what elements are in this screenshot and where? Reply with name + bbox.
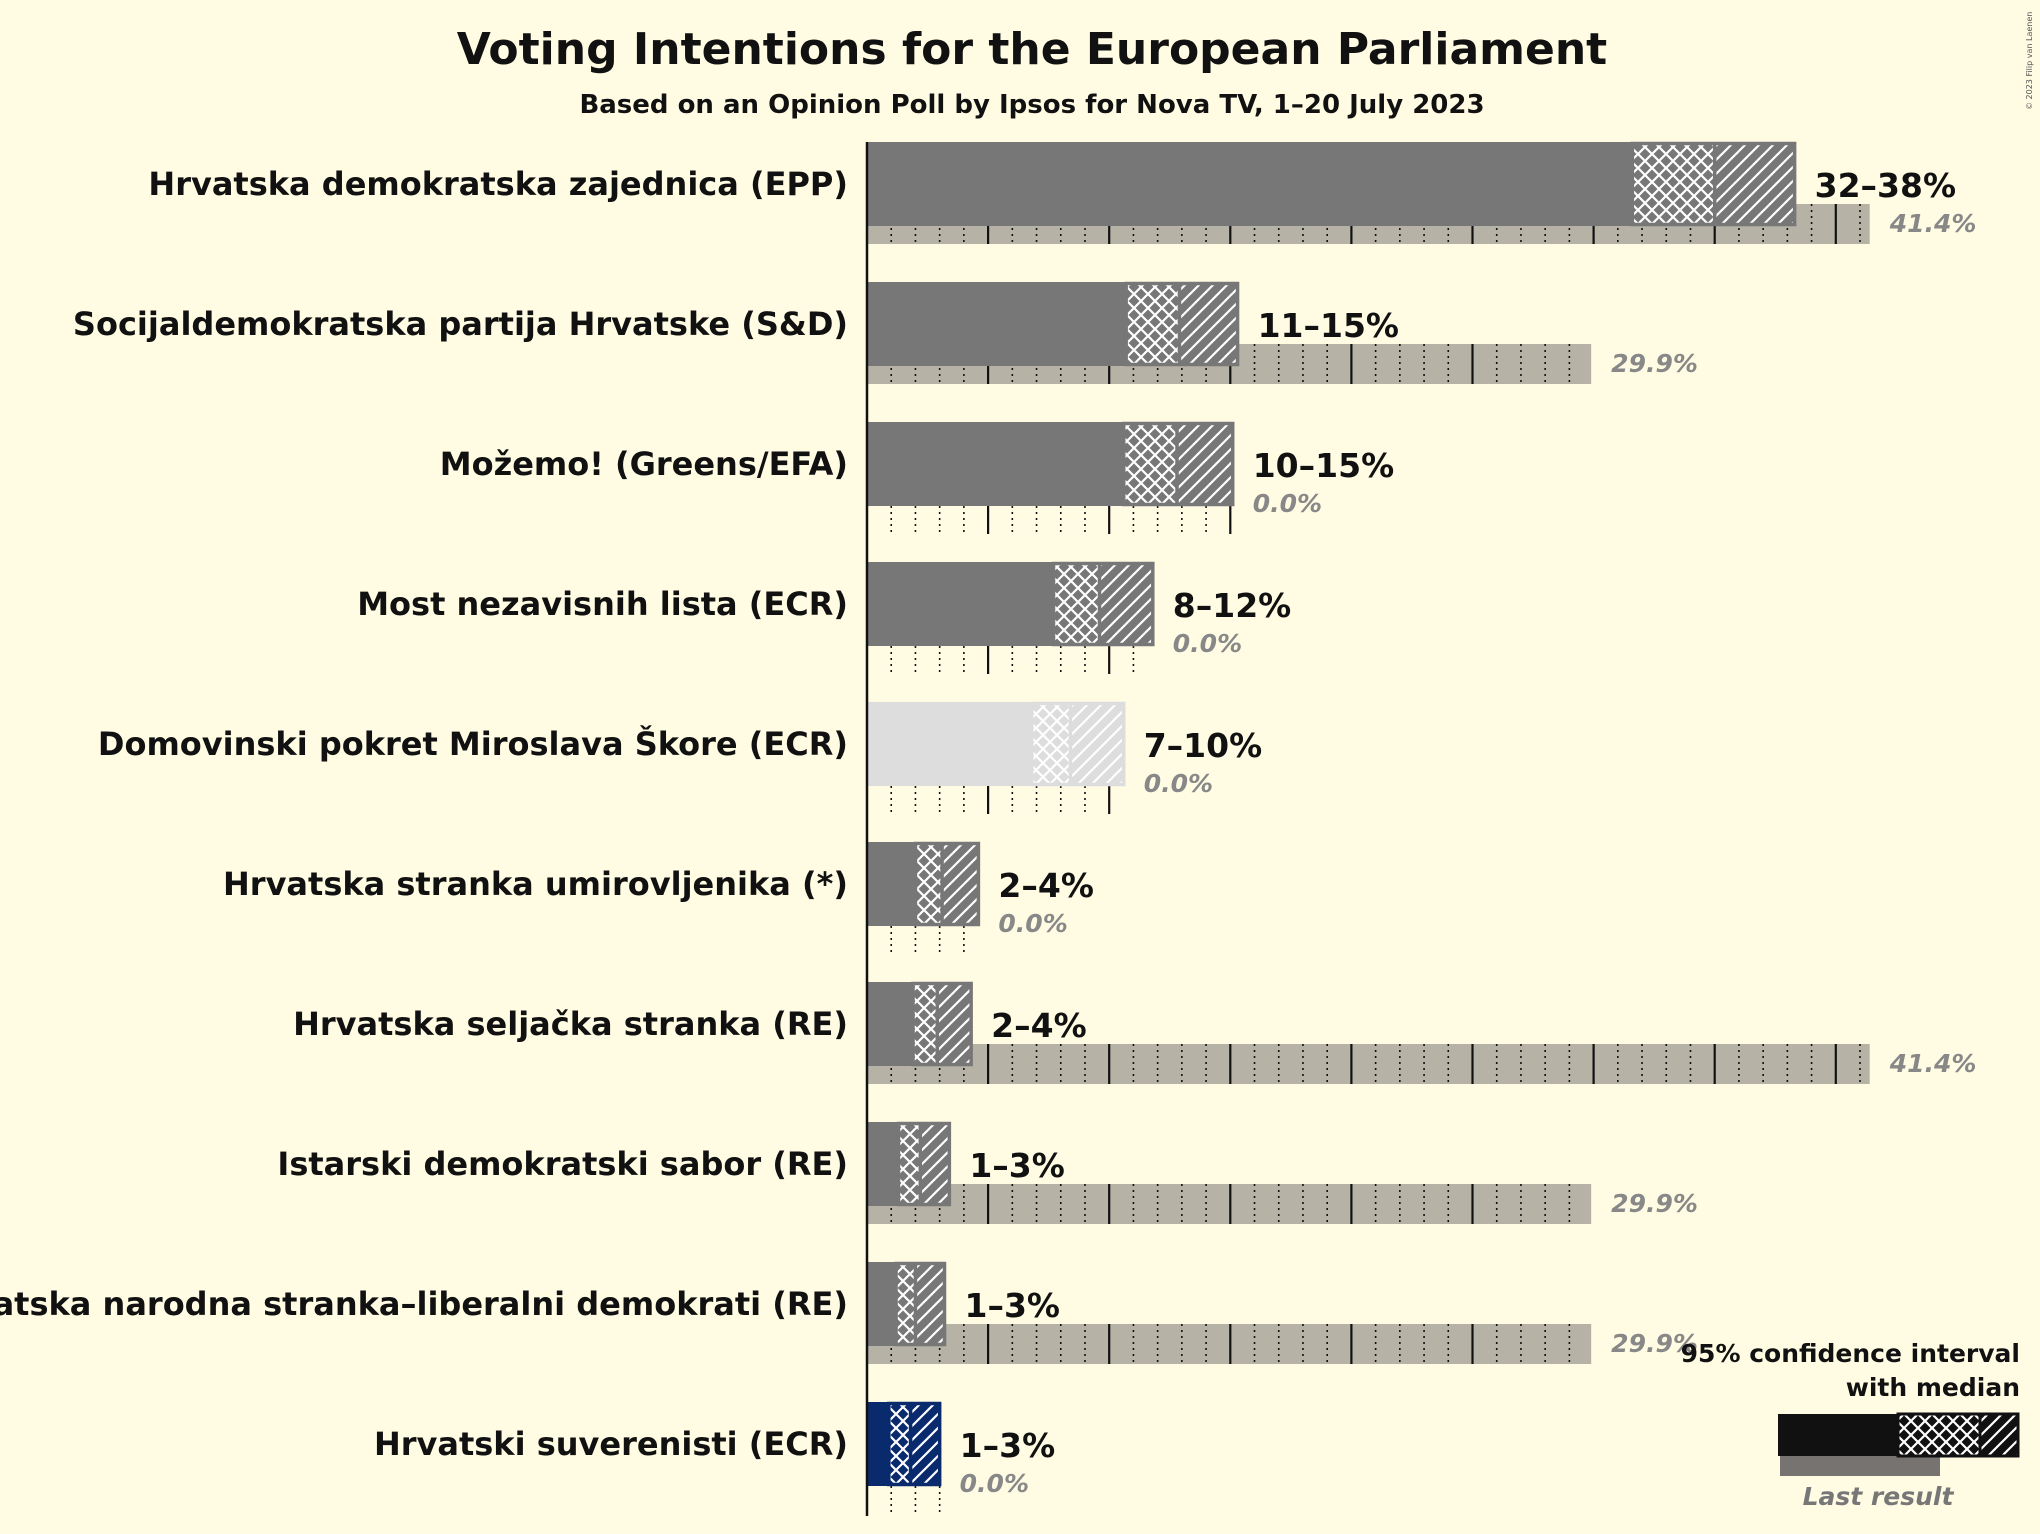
- party-row: Hrvatska seljačka stranka (RE) 2–4% 41.4%: [293, 981, 1977, 1084]
- range-label: 8–12%: [1173, 586, 1291, 625]
- ci-upper-hatch: [937, 982, 972, 1066]
- party-row: Hrvatska narodna stranka–liberalni demok…: [0, 1261, 1698, 1364]
- chart-subtitle: Based on an Opinion Poll by Ipsos for No…: [579, 90, 1484, 120]
- ci-outline: [911, 981, 973, 1067]
- ci-lower-hatch: [913, 982, 938, 1066]
- party-label: Hrvatski suverenisti (ECR): [374, 1425, 848, 1463]
- copyright-note: © 2023 Filip van Laenen: [2025, 12, 2034, 110]
- last-result-label: 0.0%: [1144, 769, 1213, 798]
- party-row: Istarski demokratski sabor (RE) 1–3% 29.9%: [277, 1121, 1698, 1224]
- range-label: 11–15%: [1258, 306, 1399, 345]
- ci-lower-hatch: [888, 1402, 911, 1486]
- range-label: 1–3%: [960, 1426, 1055, 1465]
- ci-upper-hatch: [1070, 702, 1124, 786]
- ci-outline: [894, 1261, 947, 1347]
- legend-ci-outline: [1896, 1412, 2020, 1458]
- ci-upper-hatch: [910, 1402, 940, 1486]
- legend-last-label: Last result: [1803, 1482, 1955, 1511]
- ci-upper-hatch: [1179, 282, 1238, 366]
- party-label: Hrvatska narodna stranka–liberalni demok…: [0, 1285, 848, 1323]
- chart-title: Voting Intentions for the European Parli…: [457, 24, 1607, 75]
- last-result-label: 0.0%: [960, 1469, 1029, 1498]
- legend-diag-swatch: [1980, 1414, 2018, 1456]
- party-label: Hrvatska stranka umirovljenika (*): [223, 865, 848, 903]
- ci-upper-hatch: [920, 1122, 950, 1206]
- legend-cross-swatch: [1898, 1414, 1980, 1456]
- ci-upper-hatch: [1099, 562, 1153, 646]
- party-label: Domovinski pokret Miroslava Škore (ECR): [98, 724, 848, 763]
- last-result-label: 29.9%: [1611, 1329, 1698, 1358]
- ci-upper-hatch: [915, 1262, 945, 1346]
- ci-outline: [896, 1121, 952, 1207]
- ci-upper-hatch: [1714, 142, 1795, 226]
- ci-lower-hatch: [915, 842, 943, 926]
- ci-outline: [887, 1401, 942, 1487]
- ci-lower-hatch: [898, 1122, 921, 1206]
- last-result-label: 41.4%: [1889, 209, 1977, 238]
- last-result-bar: [867, 1184, 1592, 1224]
- range-label: 2–4%: [998, 866, 1094, 905]
- ci-lower-hatch: [1123, 422, 1178, 506]
- ci-upper-hatch: [1177, 422, 1233, 506]
- party-label: Most nezavisnih lista (ECR): [357, 585, 848, 623]
- legend-median-label: with median: [1846, 1373, 2020, 1402]
- party-row: Hrvatska demokratska zajednica (EPP) 32–3…: [148, 141, 1977, 244]
- ci-outline: [1029, 701, 1126, 787]
- party-row: Hrvatski suverenisti (ECR) 1–3% 0.0%: [374, 1401, 1055, 1514]
- party-row: Most nezavisnih lista (ECR) 8–12% 0.0%: [357, 561, 1291, 674]
- party-label: Hrvatska demokratska zajednica (EPP): [148, 165, 848, 203]
- party-row: Domovinski pokret Miroslava Škore (ECR) 7…: [98, 701, 1262, 814]
- last-result-label: 0.0%: [1173, 629, 1242, 658]
- last-result-label: 29.9%: [1611, 1189, 1698, 1218]
- party-row: Socijaldemokratska partija Hrvatske (S&D…: [73, 281, 1698, 384]
- party-label: Hrvatska seljačka stranka (RE): [293, 1005, 848, 1043]
- range-label: 32–38%: [1815, 166, 1956, 205]
- ci-outline: [913, 841, 981, 927]
- party-label: Socijaldemokratska partija Hrvatske (S&D…: [73, 305, 848, 343]
- ci-lower-hatch: [1632, 142, 1715, 226]
- last-result-label: 0.0%: [998, 909, 1067, 938]
- ci-lower-hatch: [1053, 562, 1100, 646]
- party-label: Istarski demokratski sabor (RE): [277, 1145, 848, 1183]
- last-result-bar: [867, 1324, 1592, 1364]
- last-result-label: 0.0%: [1253, 489, 1322, 518]
- party-rows: Hrvatska demokratska zajednica (EPP) 32–3…: [0, 141, 1977, 1514]
- legend-ci-label: 95% confidence interval: [1681, 1339, 2020, 1368]
- last-result-label: 41.4%: [1889, 1049, 1977, 1078]
- ci-upper-hatch: [942, 842, 979, 926]
- ci-outline: [1124, 281, 1240, 367]
- last-result-bar: [867, 1044, 1870, 1084]
- last-result-label: 29.9%: [1611, 349, 1698, 378]
- ci-outline: [1051, 561, 1155, 647]
- ci-lower-hatch: [896, 1262, 916, 1346]
- range-label: 10–15%: [1253, 446, 1394, 485]
- range-label: 2–4%: [991, 1006, 1087, 1045]
- range-label: 1–3%: [969, 1146, 1065, 1185]
- range-label: 1–3%: [965, 1286, 1061, 1325]
- range-label: 7–10%: [1144, 726, 1262, 765]
- ci-lower-hatch: [1126, 282, 1180, 366]
- legend: 95% confidence interval with median Last…: [1681, 1339, 2020, 1511]
- party-row: Možemo! (Greens/EFA) 10–15% 0.0%: [440, 421, 1394, 534]
- party-row: Hrvatska stranka umirovljenika (*) 2–4% 0.…: [223, 841, 1094, 954]
- ci-lower-hatch: [1031, 702, 1071, 786]
- party-label: Možemo! (Greens/EFA): [440, 445, 848, 483]
